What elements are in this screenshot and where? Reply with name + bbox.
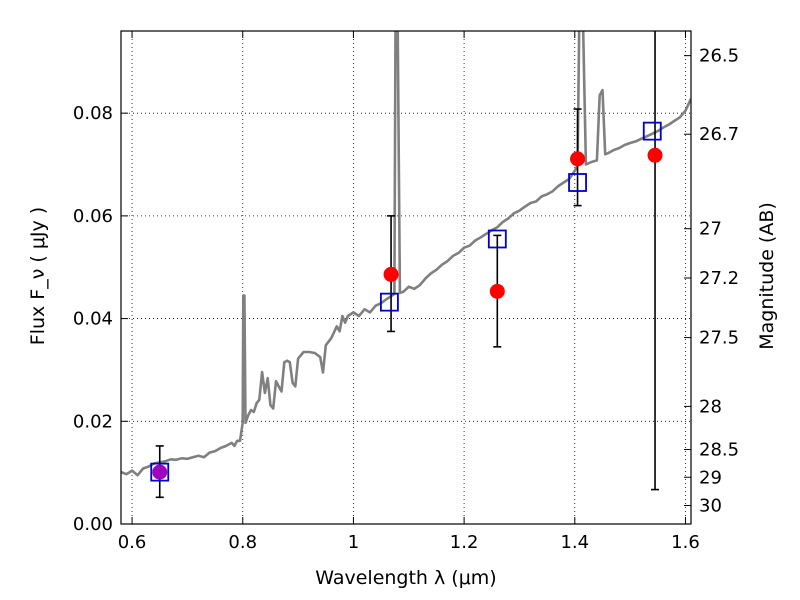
model-photometry-point — [379, 292, 399, 312]
x-tick-label: 1.6 — [671, 532, 700, 553]
observed-point — [383, 266, 399, 282]
y-tick-label: 0.04 — [73, 309, 113, 330]
x-tick-label: 0.8 — [228, 532, 257, 553]
right-axis-ticks: 26.5 26.7 27 27.2 27.5 28 28.5 29 30 — [684, 46, 739, 517]
right-tick-label: 27.2 — [699, 268, 739, 289]
right-tick-label: 30 — [699, 496, 722, 517]
x-tick-label: 1.2 — [450, 532, 479, 553]
y-tick-label: 0.00 — [73, 514, 113, 535]
y-axis-ticks: 0.00 0.02 0.04 0.06 0.08 — [73, 103, 128, 535]
right-axis-label: Magnitude (AB) — [756, 202, 778, 350]
observed-point — [152, 464, 168, 480]
grid-lines — [121, 31, 691, 525]
right-tick-label: 27.5 — [699, 328, 739, 349]
right-tick-label: 26.5 — [699, 46, 739, 67]
right-tick-label: 28 — [699, 396, 722, 417]
observed-point — [489, 283, 505, 299]
y-tick-label: 0.08 — [73, 103, 113, 124]
model-photometry-point — [568, 173, 587, 192]
x-axis-label: Wavelength λ (μm) — [315, 567, 496, 589]
x-axis-ticks: 0.6 0.8 1 1.2 1.4 1.6 — [118, 31, 700, 553]
right-tick-label: 26.7 — [699, 124, 739, 145]
model-photometry-points — [150, 121, 662, 482]
right-tick-label: 27 — [699, 219, 722, 240]
spectrum-line — [121, 31, 691, 477]
observed-points — [152, 147, 663, 480]
y-axis-label: Flux F_ν ( μJy ) — [27, 207, 49, 345]
y-tick-label: 0.06 — [73, 206, 113, 227]
right-tick-label: 28.5 — [699, 440, 739, 461]
model-photometry-point — [487, 229, 507, 249]
observed-point — [570, 151, 586, 167]
observed-point — [647, 147, 663, 163]
model-photometry-point — [150, 462, 170, 482]
x-tick-label: 1 — [348, 532, 359, 553]
plot-frame — [120, 30, 692, 525]
model-photometry-point — [642, 121, 662, 141]
x-tick-label: 1.4 — [560, 532, 589, 553]
right-tick-label: 29 — [699, 467, 722, 488]
model-spectrum — [121, 31, 691, 477]
x-tick-label: 0.6 — [118, 532, 147, 553]
y-tick-label: 0.02 — [73, 411, 113, 432]
